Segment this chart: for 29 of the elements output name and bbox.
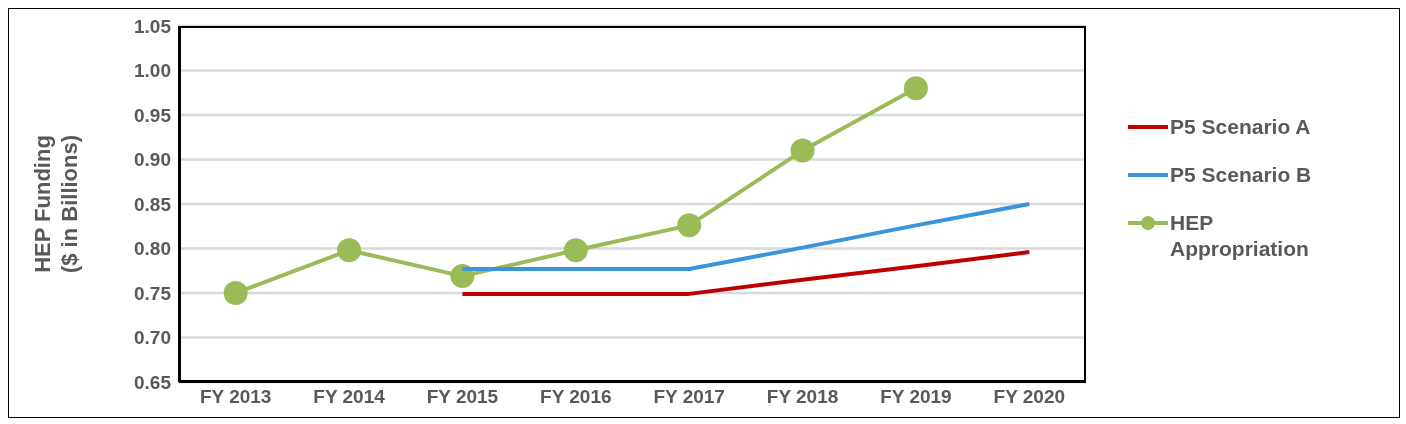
line-series [460, 250, 1032, 296]
x-tick-label: FY 2019 [880, 386, 952, 408]
y-tick-label: 1.05 [134, 15, 172, 37]
y-tick-label: 0.70 [134, 327, 171, 349]
y-tick-label: 0.75 [134, 282, 172, 304]
point [450, 264, 475, 289]
legend-label: P5 Scenario B [1170, 162, 1313, 188]
x-tick-label: FY 2015 [426, 386, 499, 408]
x-tick-label: FY 2020 [993, 386, 1066, 408]
point [677, 213, 702, 238]
y-axis-title: HEP Funding ($ in Billions) [29, 133, 83, 276]
x-tick-label: FY 2014 [313, 386, 386, 408]
point [790, 138, 815, 163]
x-tick-label: FY 2018 [766, 386, 839, 408]
point [563, 238, 588, 263]
legend-label: HEP Appropriation [1170, 210, 1310, 262]
y-tick-label: 1.00 [134, 60, 171, 82]
x-tick-label: FY 2017 [653, 386, 725, 408]
x-tick-label: FY 2013 [199, 386, 272, 408]
y-tick-label: 0.80 [134, 238, 171, 260]
legend-label: P5 Scenario A [1170, 114, 1312, 140]
point [337, 238, 362, 263]
y-tick-label: 0.95 [134, 104, 172, 126]
point [903, 76, 928, 101]
y-tick-label: 0.65 [134, 371, 172, 393]
x-tick-label: FY 2016 [540, 386, 612, 408]
y-tick-label: 0.85 [134, 193, 172, 215]
point [223, 281, 248, 305]
y-tick-label: 0.90 [134, 149, 171, 171]
